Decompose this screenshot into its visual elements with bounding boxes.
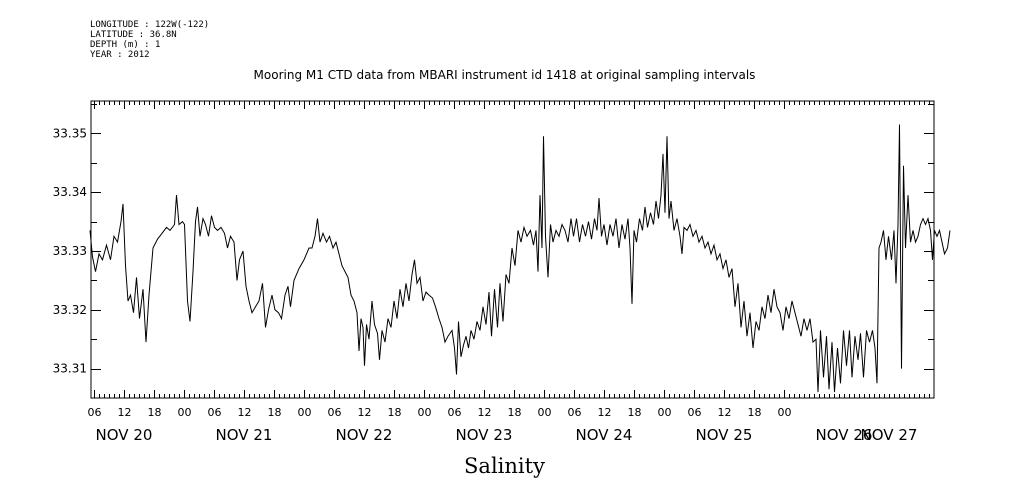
x-tick-label: 00: [418, 406, 432, 419]
longitude-label: LONGITUDE : 122W(-122): [90, 20, 210, 30]
x-tick-label: 00: [298, 406, 312, 419]
latitude-label: LATITUDE : 36.8N: [90, 30, 177, 40]
x-tick-label: 12: [238, 406, 252, 419]
x-day-label: NOV 20: [96, 426, 153, 444]
y-tick-label: 33.35: [53, 126, 87, 140]
x-day-label: NOV 25: [696, 426, 753, 444]
chart-title: Mooring M1 CTD data from MBARI instrumen…: [253, 68, 756, 82]
salinity-series-line: [89, 124, 951, 393]
x-tick-label: 18: [388, 406, 402, 419]
x-day-label: NOV 26: [816, 426, 873, 444]
x-axis-title: Salinity: [464, 454, 545, 478]
y-tick-label: 33.32: [53, 303, 87, 317]
x-tick-label: 06: [568, 406, 582, 419]
x-day-label: NOV 27: [861, 426, 918, 444]
x-tick-label: 00: [658, 406, 672, 419]
x-tick-label: 12: [478, 406, 492, 419]
x-tick-label: 00: [778, 406, 792, 419]
x-tick-label: 12: [118, 406, 132, 419]
plot-frame: [90, 100, 935, 399]
year-label: YEAR : 2012: [90, 50, 150, 60]
y-tick-label: 33.34: [53, 185, 87, 199]
station-metadata: LONGITUDE : 122W(-122) LATITUDE : 36.8N …: [90, 20, 209, 60]
x-tick-label: 12: [598, 406, 612, 419]
x-day-label: NOV 24: [576, 426, 633, 444]
x-tick-label: 06: [328, 406, 342, 419]
x-day-label: NOV 23: [456, 426, 513, 444]
x-tick-label: 18: [508, 406, 522, 419]
x-tick-label: 06: [448, 406, 462, 419]
y-tick-label: 33.33: [53, 244, 87, 258]
x-tick-label: 06: [208, 406, 222, 419]
x-day-label: NOV 22: [336, 426, 393, 444]
x-tick-label: 18: [628, 406, 642, 419]
x-tick-label: 18: [268, 406, 282, 419]
x-tick-label: 12: [718, 406, 732, 419]
x-tick-label: 18: [148, 406, 162, 419]
x-tick-label: 06: [688, 406, 702, 419]
x-tick-label: 00: [178, 406, 192, 419]
y-tick-label: 33.31: [53, 362, 87, 376]
x-day-label: NOV 21: [216, 426, 273, 444]
x-tick-label: 06: [88, 406, 102, 419]
depth-label: DEPTH (m) : 1: [90, 40, 161, 50]
x-tick-label: 18: [748, 406, 762, 419]
x-tick-label: 00: [538, 406, 552, 419]
x-tick-label: 12: [358, 406, 372, 419]
